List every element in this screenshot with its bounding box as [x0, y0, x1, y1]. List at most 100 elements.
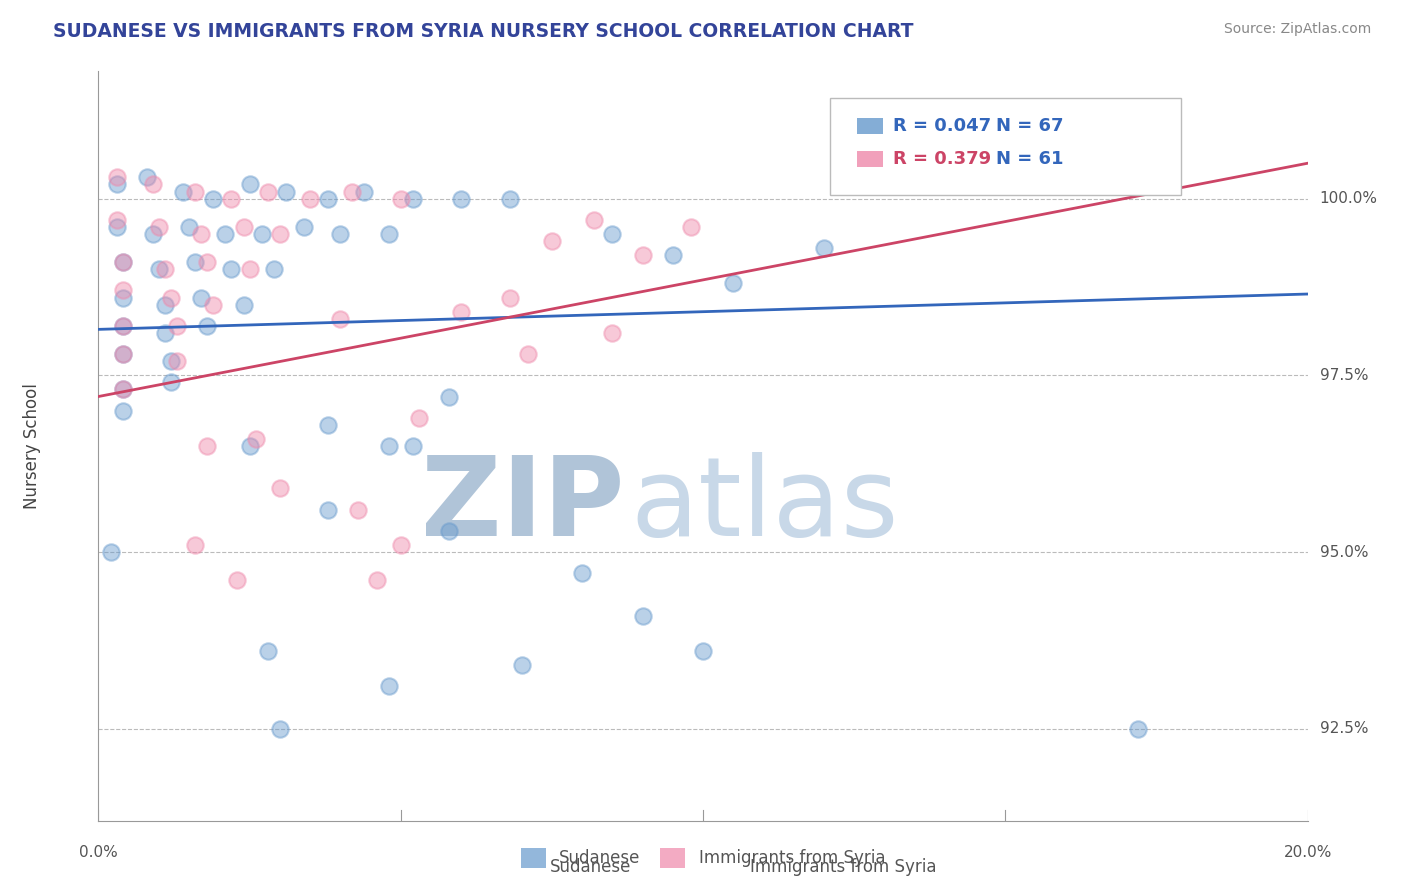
Point: [111, 347, 134, 361]
Point: [602, 326, 624, 340]
Point: [450, 304, 472, 318]
Text: 97.5%: 97.5%: [1320, 368, 1368, 383]
Point: [239, 262, 262, 277]
Point: [316, 192, 339, 206]
FancyBboxPatch shape: [856, 118, 883, 135]
Point: [347, 502, 370, 516]
Point: [153, 298, 176, 312]
Point: [402, 192, 425, 206]
Text: Sudanese: Sudanese: [550, 858, 631, 876]
Point: [245, 432, 267, 446]
Text: Source: ZipAtlas.com: Source: ZipAtlas.com: [1223, 22, 1371, 37]
Point: [316, 417, 339, 432]
Point: [190, 227, 212, 241]
Point: [274, 185, 297, 199]
Point: [366, 574, 388, 588]
Legend: Sudanese, Immigrants from Syria: Sudanese, Immigrants from Syria: [515, 841, 891, 875]
Point: [153, 262, 176, 277]
Point: [195, 255, 218, 269]
Point: [723, 277, 745, 291]
Text: 20.0%: 20.0%: [1284, 846, 1331, 861]
Point: [256, 185, 278, 199]
Point: [100, 545, 122, 559]
Point: [342, 185, 364, 199]
Text: SUDANESE VS IMMIGRANTS FROM SYRIA NURSERY SCHOOL CORRELATION CHART: SUDANESE VS IMMIGRANTS FROM SYRIA NURSER…: [53, 22, 914, 41]
Point: [202, 192, 225, 206]
Point: [353, 185, 375, 199]
Point: [516, 347, 538, 361]
Point: [111, 318, 134, 333]
Point: [166, 354, 188, 368]
Point: [105, 212, 128, 227]
Point: [679, 219, 702, 234]
Point: [1128, 722, 1150, 736]
Point: [111, 255, 134, 269]
Point: [172, 185, 194, 199]
Point: [111, 383, 134, 397]
Point: [195, 439, 218, 453]
Point: [111, 255, 134, 269]
Text: Immigrants from Syria: Immigrants from Syria: [751, 858, 936, 876]
Point: [329, 227, 352, 241]
Point: [602, 227, 624, 241]
Point: [510, 658, 533, 673]
Text: 92.5%: 92.5%: [1320, 722, 1368, 736]
Point: [160, 354, 183, 368]
Text: N = 61: N = 61: [995, 150, 1063, 168]
Point: [239, 439, 262, 453]
Point: [105, 219, 128, 234]
Point: [184, 255, 207, 269]
Point: [179, 219, 201, 234]
Point: [142, 178, 165, 192]
FancyBboxPatch shape: [856, 151, 883, 168]
Text: atlas: atlas: [630, 452, 898, 559]
Point: [239, 178, 262, 192]
Point: [389, 192, 412, 206]
Point: [316, 502, 339, 516]
Text: 0.0%: 0.0%: [79, 846, 118, 861]
Point: [450, 192, 472, 206]
Text: Nursery School: Nursery School: [22, 383, 41, 509]
Point: [232, 219, 254, 234]
FancyBboxPatch shape: [830, 97, 1181, 195]
Point: [389, 538, 412, 552]
Point: [661, 248, 683, 262]
Point: [540, 234, 562, 248]
Text: 100.0%: 100.0%: [1320, 191, 1378, 206]
Point: [329, 311, 352, 326]
Point: [377, 439, 399, 453]
Point: [160, 291, 183, 305]
Point: [232, 298, 254, 312]
Point: [263, 262, 285, 277]
Point: [692, 644, 714, 658]
Point: [111, 284, 134, 298]
Point: [631, 248, 654, 262]
Point: [377, 227, 399, 241]
Point: [226, 574, 249, 588]
Point: [111, 403, 134, 417]
Point: [105, 178, 128, 192]
Point: [184, 185, 207, 199]
Point: [148, 262, 170, 277]
Point: [269, 227, 291, 241]
Point: [498, 291, 520, 305]
Point: [813, 241, 835, 255]
Point: [166, 318, 188, 333]
Point: [571, 566, 593, 581]
Point: [292, 219, 315, 234]
Point: [148, 219, 170, 234]
Point: [111, 291, 134, 305]
Point: [111, 347, 134, 361]
Point: [195, 318, 218, 333]
Point: [583, 212, 606, 227]
Text: R = 0.047: R = 0.047: [893, 117, 991, 135]
Point: [214, 227, 236, 241]
Point: [408, 410, 430, 425]
Text: R = 0.379: R = 0.379: [893, 150, 991, 168]
Point: [190, 291, 212, 305]
Point: [221, 262, 243, 277]
Point: [498, 192, 520, 206]
Text: N = 67: N = 67: [995, 117, 1063, 135]
Point: [377, 679, 399, 693]
Point: [221, 192, 243, 206]
